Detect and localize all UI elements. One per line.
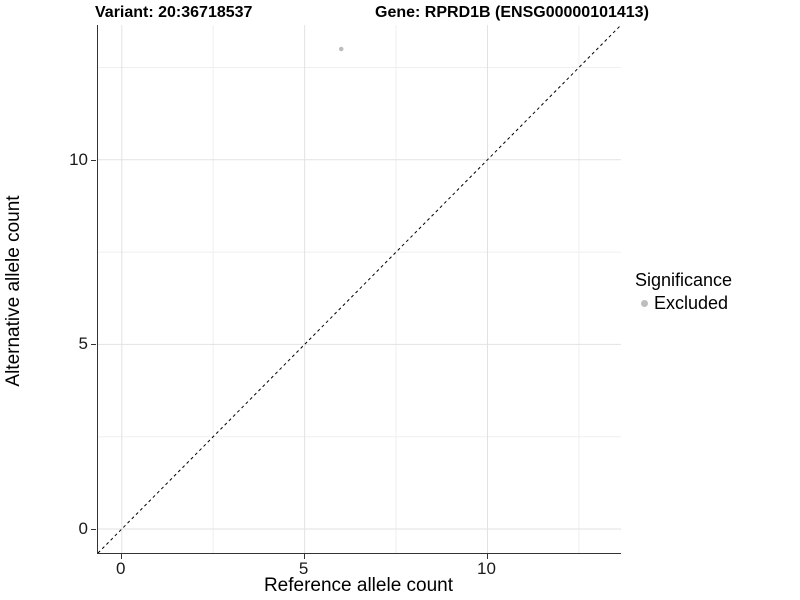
x-tick-label: 0 — [116, 559, 126, 578]
plot-panel — [97, 25, 621, 554]
legend: Significance Excluded — [635, 270, 732, 314]
y-tick-mark — [91, 344, 96, 346]
y-tick-mark — [91, 159, 96, 161]
legend-entry-excluded: Excluded — [635, 293, 732, 314]
x-tick-label: 5 — [298, 559, 309, 578]
variant-title: Variant: 20:36718537 — [95, 4, 253, 21]
gene-title: Gene: RPRD1B (ENSG00000101413) — [375, 4, 649, 21]
legend-title: Significance — [635, 270, 733, 290]
y-tick-label: 5 — [78, 334, 88, 354]
plot-panel-canvas — [98, 25, 621, 553]
legend-entry-label: Excluded — [654, 293, 729, 313]
y-axis-title: Alternative allele count — [3, 195, 24, 387]
y-tick-label: 0 — [78, 519, 88, 538]
y-tick-mark — [91, 529, 96, 530]
x-axis-title: Reference allele count — [263, 575, 454, 596]
identity-reference-line — [98, 25, 621, 553]
x-tick-mark — [486, 554, 488, 559]
x-tick-label: 10 — [477, 559, 496, 578]
x-tick-mark — [303, 554, 305, 559]
data-point — [338, 46, 344, 52]
x-tick-mark — [120, 554, 122, 559]
legend-point-icon — [641, 300, 648, 307]
y-tick-label: 10 — [69, 149, 88, 169]
